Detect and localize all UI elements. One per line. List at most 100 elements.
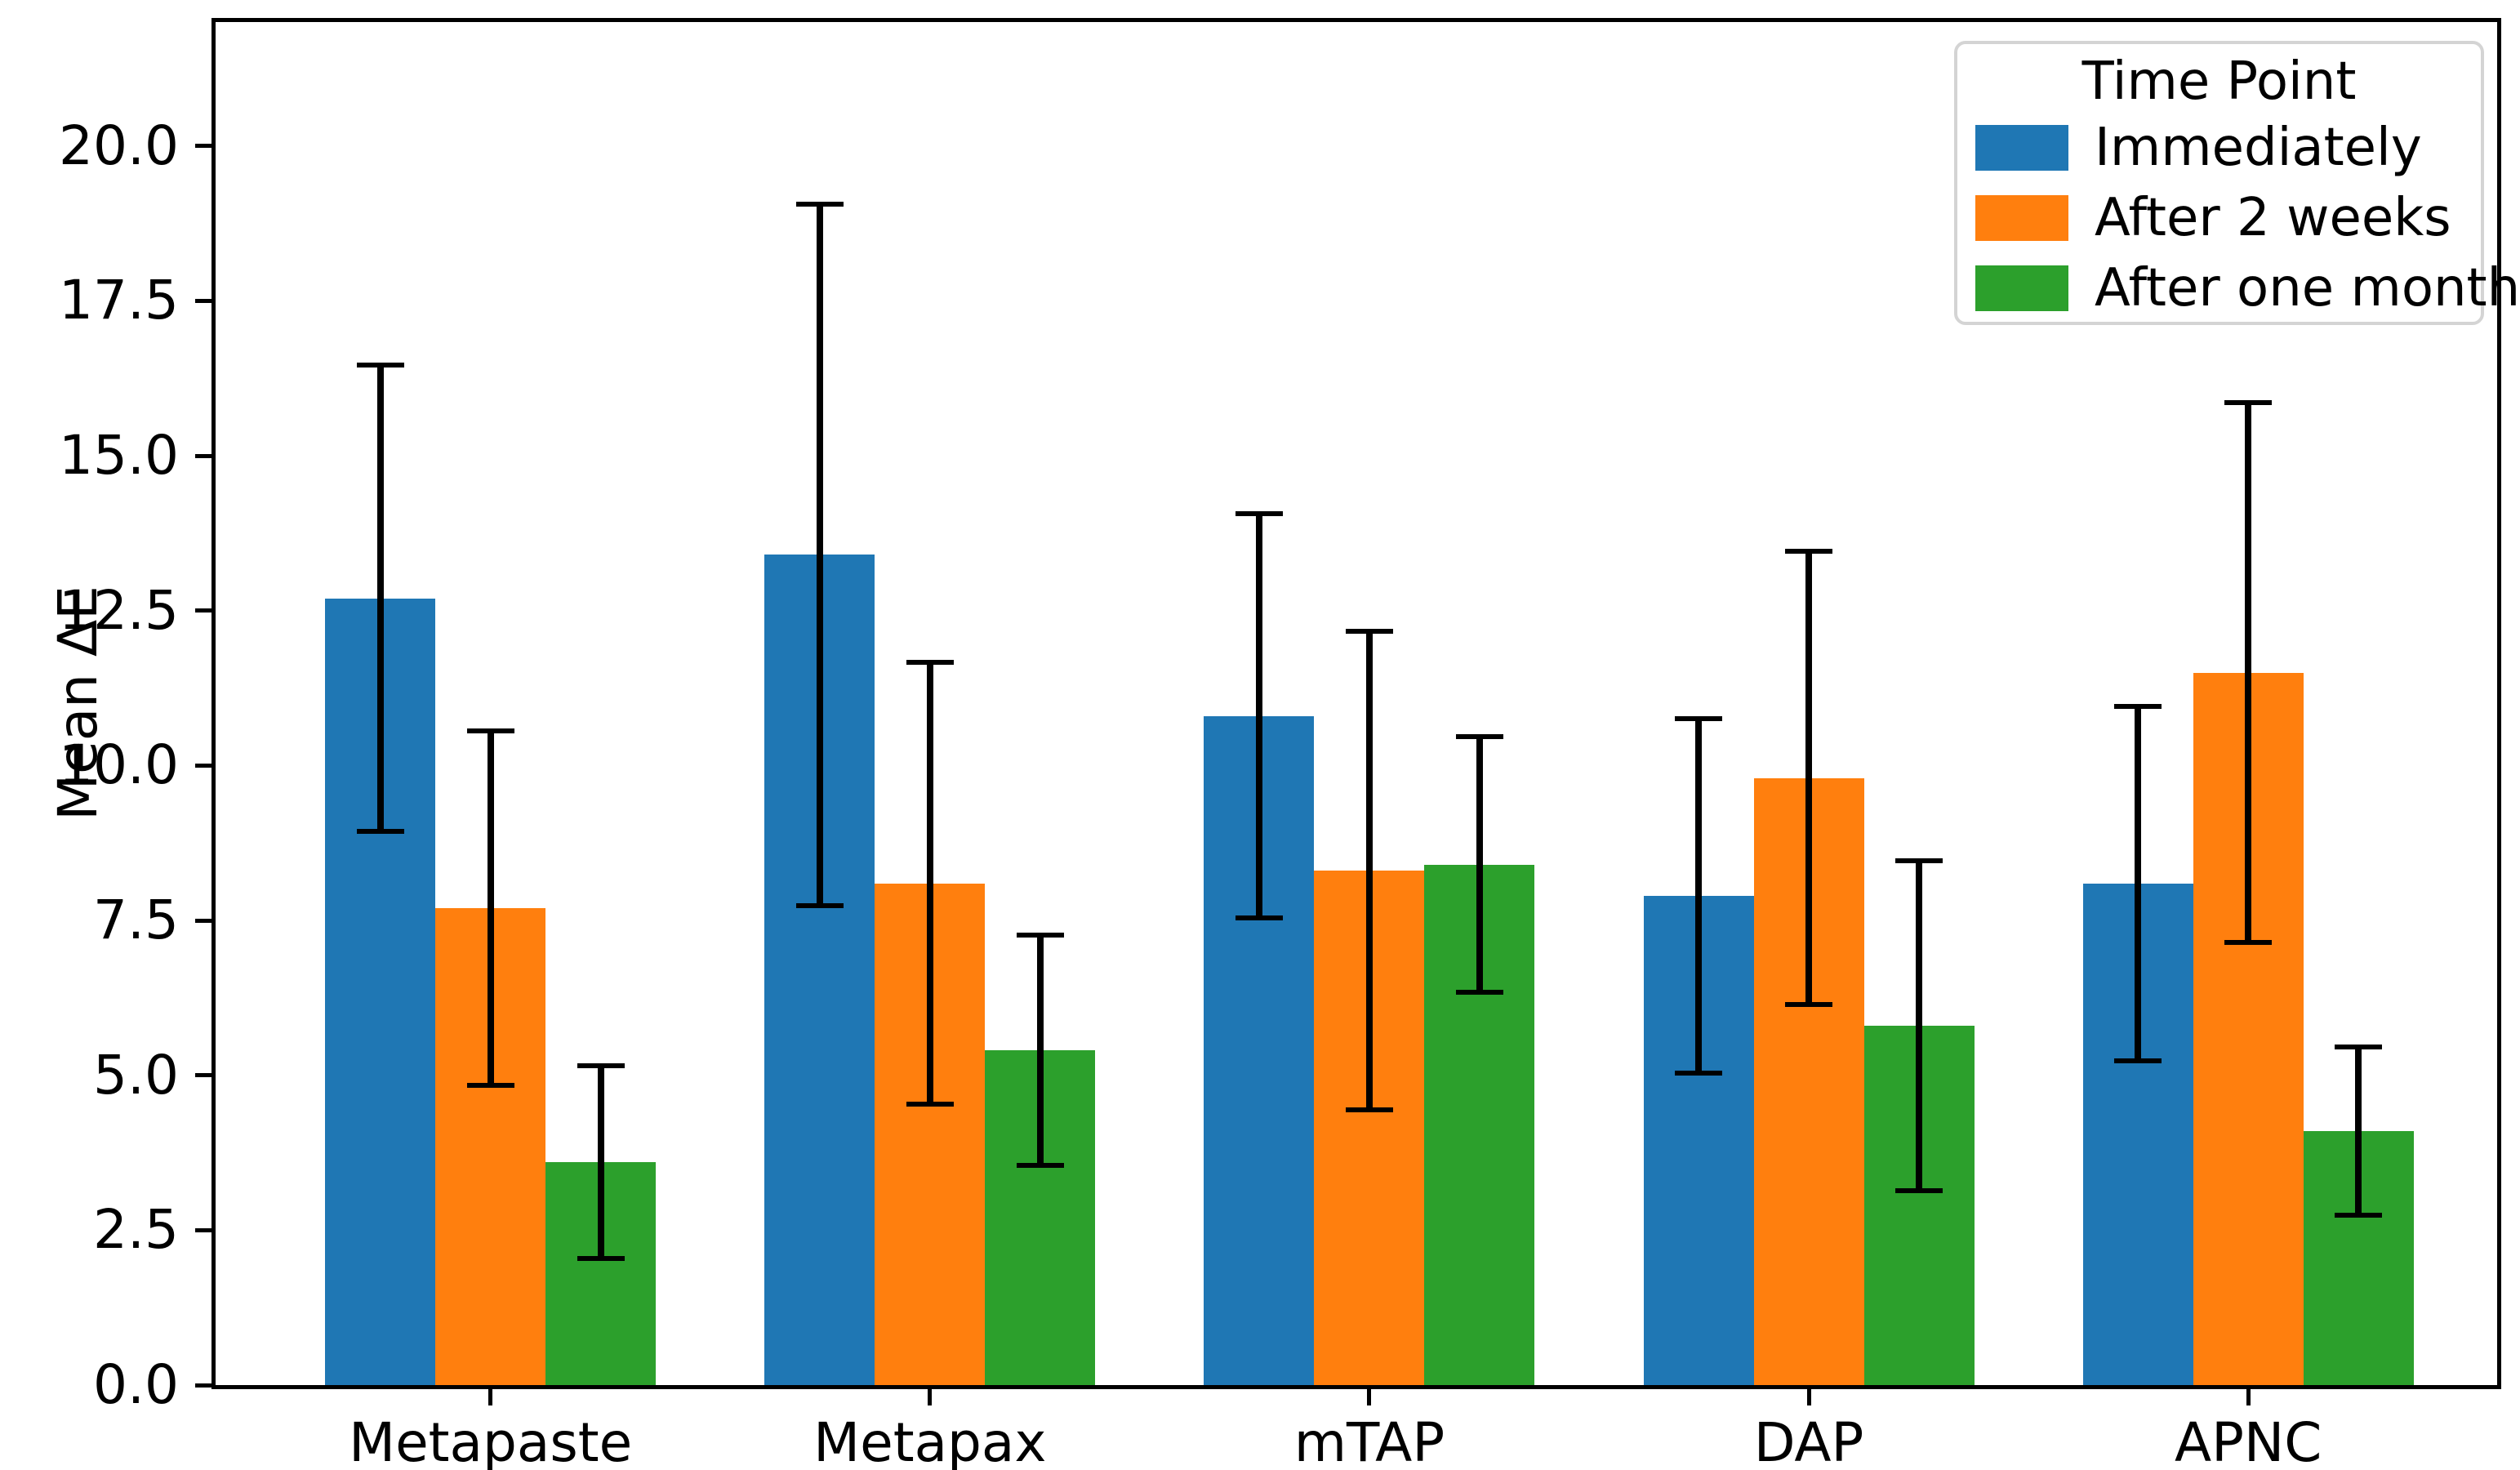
legend-swatch-icon: [1975, 265, 2068, 311]
error-bar-stem: [1255, 511, 1262, 920]
error-bar-stem: [376, 363, 384, 834]
error-bar-after-2-weeks-apnc: [2224, 399, 2273, 946]
legend-label: After 2 weeks: [2095, 188, 2451, 248]
error-bar-cap-bottom: [2224, 940, 2273, 946]
error-bar-after-one-month-dap: [1895, 858, 1943, 1193]
y-tick: [195, 1073, 211, 1078]
y-tick: [195, 298, 211, 303]
legend-label: Immediately: [2095, 118, 2422, 178]
error-bar-stem: [487, 728, 494, 1088]
error-bar-cap-top: [1345, 629, 1393, 635]
y-tick-label: 10.0: [59, 733, 179, 797]
error-bar-after-one-month-apnc: [2335, 1044, 2383, 1218]
error-bar-cap-bottom: [466, 1082, 514, 1088]
error-bar-immediately-dap: [1675, 715, 1723, 1076]
plot-area: 0.0 2.5 5.0 7.5 10.0 12.5 15.0 17.5 20.0 Metapast…: [59, 18, 2520, 1470]
error-bar-stem: [2355, 1044, 2362, 1218]
y-tick-label: 0.0: [93, 1353, 179, 1416]
error-bar-after-2-weeks-metapaste: [466, 728, 514, 1088]
error-bar-cap-top: [1675, 715, 1723, 721]
error-bar-cap-top: [466, 728, 514, 733]
error-bar-cap-bottom: [1675, 1070, 1723, 1076]
error-bar-immediately-metapaste: [356, 363, 404, 834]
x-tick-label: Metapaste: [349, 1411, 633, 1470]
x-tick: [488, 1389, 493, 1405]
x-tick-label: APNC: [2174, 1411, 2322, 1470]
x-tick-label: mTAP: [1293, 1411, 1445, 1470]
error-bar-cap-top: [1235, 511, 1283, 517]
y-tick-label: 5.0: [93, 1043, 179, 1107]
y-tick-label: 20.0: [59, 114, 179, 177]
y-tick: [195, 608, 211, 613]
error-bar-cap-bottom: [1455, 990, 1503, 996]
y-tick: [195, 918, 211, 923]
legend: Time Point Immediately After 2 weeks After…: [1954, 41, 2520, 325]
error-bar-stem: [1476, 734, 1483, 996]
error-bar-cap-top: [906, 660, 954, 666]
error-bar-cap-top: [2224, 399, 2273, 405]
x-tick-label: DAP: [1753, 1411, 1864, 1470]
error-bar-immediately-mtap: [1235, 511, 1283, 920]
error-bar-stem: [1805, 548, 1813, 1008]
x-tick-label: Metapax: [813, 1411, 1047, 1470]
error-bar-stem: [816, 202, 823, 908]
error-bar-stem: [926, 660, 933, 1107]
x-tick: [1806, 1389, 1811, 1405]
error-bar-stem: [597, 1062, 604, 1262]
y-tick: [195, 763, 211, 768]
error-bar-stem: [1036, 933, 1044, 1169]
error-bar-cap-top: [1016, 933, 1064, 938]
error-bar-cap-bottom: [1895, 1187, 1943, 1193]
error-bar-after-2-weeks-mtap: [1345, 629, 1393, 1113]
legend-item-immediately: Immediately: [1975, 118, 2422, 178]
y-tick: [195, 453, 211, 458]
y-tick-label: 15.0: [59, 424, 179, 488]
y-tick: [195, 1227, 211, 1232]
error-bar-after-2-weeks-dap: [1785, 548, 1833, 1008]
error-bar-cap-top: [2335, 1044, 2383, 1049]
error-bar-cap-bottom: [1345, 1107, 1393, 1113]
error-bar-cap-bottom: [1235, 915, 1283, 920]
error-bar-cap-bottom: [906, 1101, 954, 1107]
error-bar-immediately-apnc: [2114, 703, 2162, 1063]
legend-item-after-2-weeks: After 2 weeks: [1975, 188, 2451, 248]
x-tick: [2246, 1389, 2251, 1405]
x-tick: [928, 1389, 933, 1405]
error-bar-stem: [1695, 715, 1703, 1076]
error-bar-cap-top: [2114, 703, 2162, 709]
error-bar-after-one-month-metapaste: [577, 1062, 625, 1262]
legend-swatch-icon: [1975, 125, 2068, 171]
error-bar-cap-top: [577, 1062, 625, 1068]
legend-title: Time Point: [2081, 51, 2357, 112]
legend-label: After one month: [2095, 258, 2520, 318]
legend-swatch-icon: [1975, 195, 2068, 241]
error-bar-cap-top: [1455, 734, 1503, 740]
error-bar-after-2-weeks-metapax: [906, 660, 954, 1107]
legend-item-after-one-month: After one month: [1975, 258, 2520, 318]
error-bar-cap-bottom: [577, 1256, 625, 1262]
y-tick-label: 7.5: [93, 889, 179, 952]
error-bar-cap-bottom: [2335, 1213, 2383, 1218]
y-tick: [195, 144, 211, 149]
error-bar-stem: [1365, 629, 1373, 1113]
error-bar-stem: [1916, 858, 1923, 1193]
error-bar-after-one-month-metapax: [1016, 933, 1064, 1169]
error-bar-cap-bottom: [795, 902, 844, 908]
error-bar-stem: [2135, 703, 2142, 1063]
error-bar-cap-top: [795, 202, 844, 207]
y-tick-label: 12.5: [59, 578, 179, 642]
error-bar-cap-top: [1785, 548, 1833, 554]
error-bar-immediately-metapax: [795, 202, 844, 908]
x-tick: [1367, 1389, 1372, 1405]
error-bar-stem: [2245, 399, 2252, 946]
error-bar-cap-bottom: [1016, 1163, 1064, 1169]
error-bar-cap-top: [356, 363, 404, 368]
error-bar-after-one-month-mtap: [1455, 734, 1503, 996]
error-bar-cap-bottom: [2114, 1058, 2162, 1063]
y-tick-label: 17.5: [59, 269, 179, 332]
error-bar-cap-bottom: [1785, 1002, 1833, 1008]
error-bar-cap-top: [1895, 858, 1943, 864]
y-tick-label: 2.5: [93, 1198, 179, 1262]
error-bar-cap-bottom: [356, 828, 404, 834]
